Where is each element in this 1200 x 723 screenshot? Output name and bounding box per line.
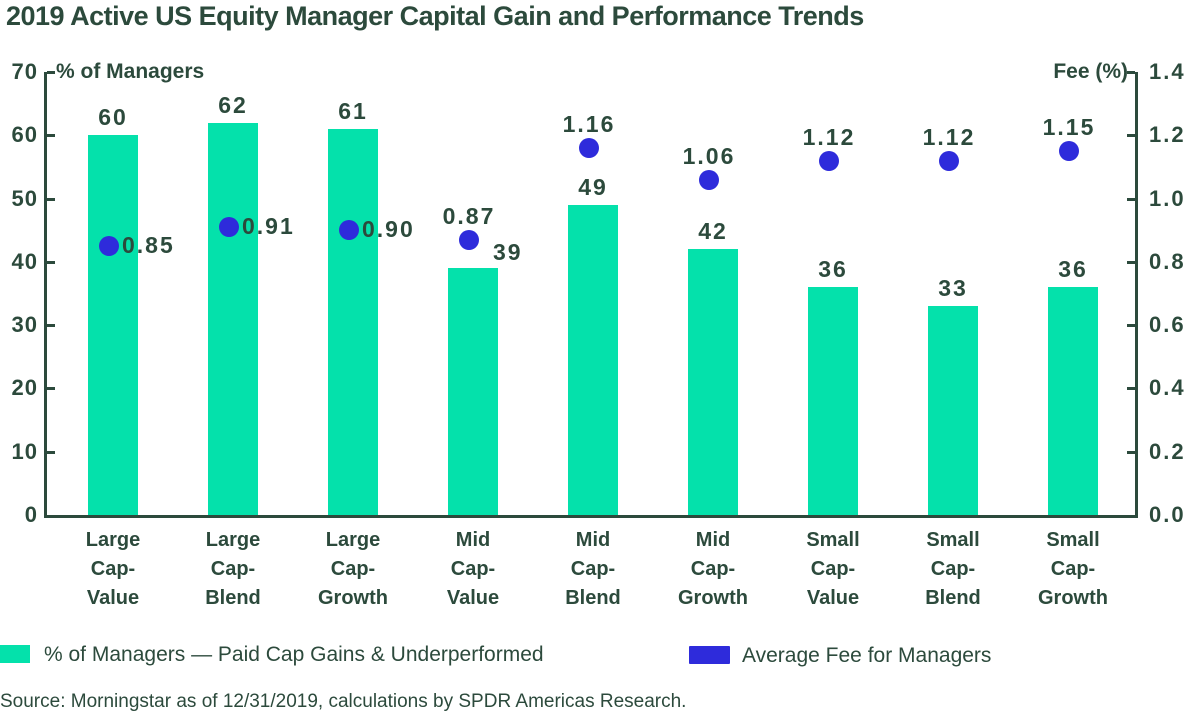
fee-dot [819,150,839,171]
right-axis-tick [1127,387,1135,391]
legend-label-bars: % of Managers — Paid Cap Gains & Underpe… [44,643,544,666]
category-label: Small Cap- Value [806,529,860,609]
left-axis-tick [47,134,55,138]
source-note: Source: Morningstar as of 12/31/2019, ca… [0,691,687,712]
category-label: Small Cap- Growth [1038,529,1108,609]
right-axis-tick [1127,324,1135,328]
right-axis-tick [1127,450,1135,454]
category-label: Mid Cap- Blend [565,529,621,609]
left-axis-tick-label: 20 [11,375,38,401]
fee-dot [699,169,719,190]
bar-value-label: 39 [493,238,523,265]
right-axis-tick-label: 1.2 [1149,122,1186,148]
fee-dot [939,150,959,171]
right-axis-tick-label: 0.2 [1149,438,1186,464]
legend-swatch-bars [0,645,30,663]
bar [928,306,978,515]
right-axis-tick [1127,71,1135,74]
legend-swatch-fee [689,646,730,664]
bar-value-label: 36 [1058,256,1088,283]
bar [1048,287,1098,515]
legend-label-fee: Average Fee for Managers [742,644,992,667]
fee-dot [219,217,239,238]
right-axis-tick-label: 0.8 [1149,248,1186,274]
fee-dot [579,137,599,158]
left-axis-tick-label: 60 [11,122,38,148]
fee-value-label: 0.85 [122,232,175,259]
bar-value-label: 62 [218,91,248,118]
bar [208,122,258,515]
right-axis-tick-label: 0.0 [1149,502,1186,527]
right-axis-tick-label: 0.6 [1149,312,1186,338]
left-axis-tick-label: 50 [11,185,38,211]
left-axis-tick-label: 0 [24,502,38,527]
fee-value-label: 0.91 [242,213,295,240]
bar-value-label: 49 [578,173,608,200]
chart-title: 2019 Active US Equity Manager Capital Ga… [6,1,864,31]
right-axis-title: Fee (%) [1053,60,1128,83]
y-axis-left-line [44,72,47,518]
left-axis-tick [47,450,55,454]
right-axis-tick [1127,197,1135,201]
left-axis-tick-label: 40 [11,248,38,274]
left-axis-tick-label: 30 [11,312,38,338]
fee-value-label: 1.12 [802,123,856,150]
right-axis-tick [1127,260,1135,264]
fee-value-label: 1.12 [922,123,976,150]
left-axis-tick [47,71,55,74]
bar [328,128,378,515]
bar-value-label: 33 [938,275,968,302]
bar [448,268,498,515]
bar-value-label: 61 [338,97,368,124]
bar [88,135,138,515]
category-label: Mid Cap- Growth [678,529,748,609]
fee-value-label: 1.15 [1042,114,1096,141]
fee-dot [1059,141,1079,162]
bar-value-label: 42 [698,218,728,245]
y-axis-right-line [1135,72,1138,518]
right-axis-tick-label: 1.4 [1149,59,1186,84]
left-axis-tick-label: 70 [11,59,38,84]
fee-value-label: 0.90 [362,216,415,243]
bar-value-label: 36 [818,256,848,283]
left-axis-tick-label: 10 [11,438,38,464]
fee-dot [459,229,479,250]
bar [688,249,738,515]
right-axis-tick-label: 0.4 [1149,375,1186,401]
fee-dot [99,236,119,257]
left-axis-title: % of Managers [56,60,205,83]
left-axis-tick [47,197,55,201]
x-axis-line [44,515,1138,518]
category-label: Mid Cap- Value [446,529,500,609]
left-axis-tick [47,260,55,264]
fee-value-label: 1.06 [682,142,736,169]
left-axis-tick [47,324,55,328]
category-label: Large Cap- Value [85,529,141,609]
fee-value-label: 0.87 [442,202,496,229]
left-axis-tick [47,387,55,391]
fee-dot [339,220,359,241]
fee-value-label: 1.16 [562,110,616,137]
bar [568,204,618,515]
right-axis-tick [1127,134,1135,138]
category-label: Large Cap- Blend [205,529,261,609]
category-label: Large Cap- Growth [318,529,388,609]
category-label: Small Cap- Blend [925,529,981,609]
bar-value-label: 60 [98,104,128,131]
right-axis-tick-label: 1.0 [1149,185,1186,211]
bar [808,287,858,515]
